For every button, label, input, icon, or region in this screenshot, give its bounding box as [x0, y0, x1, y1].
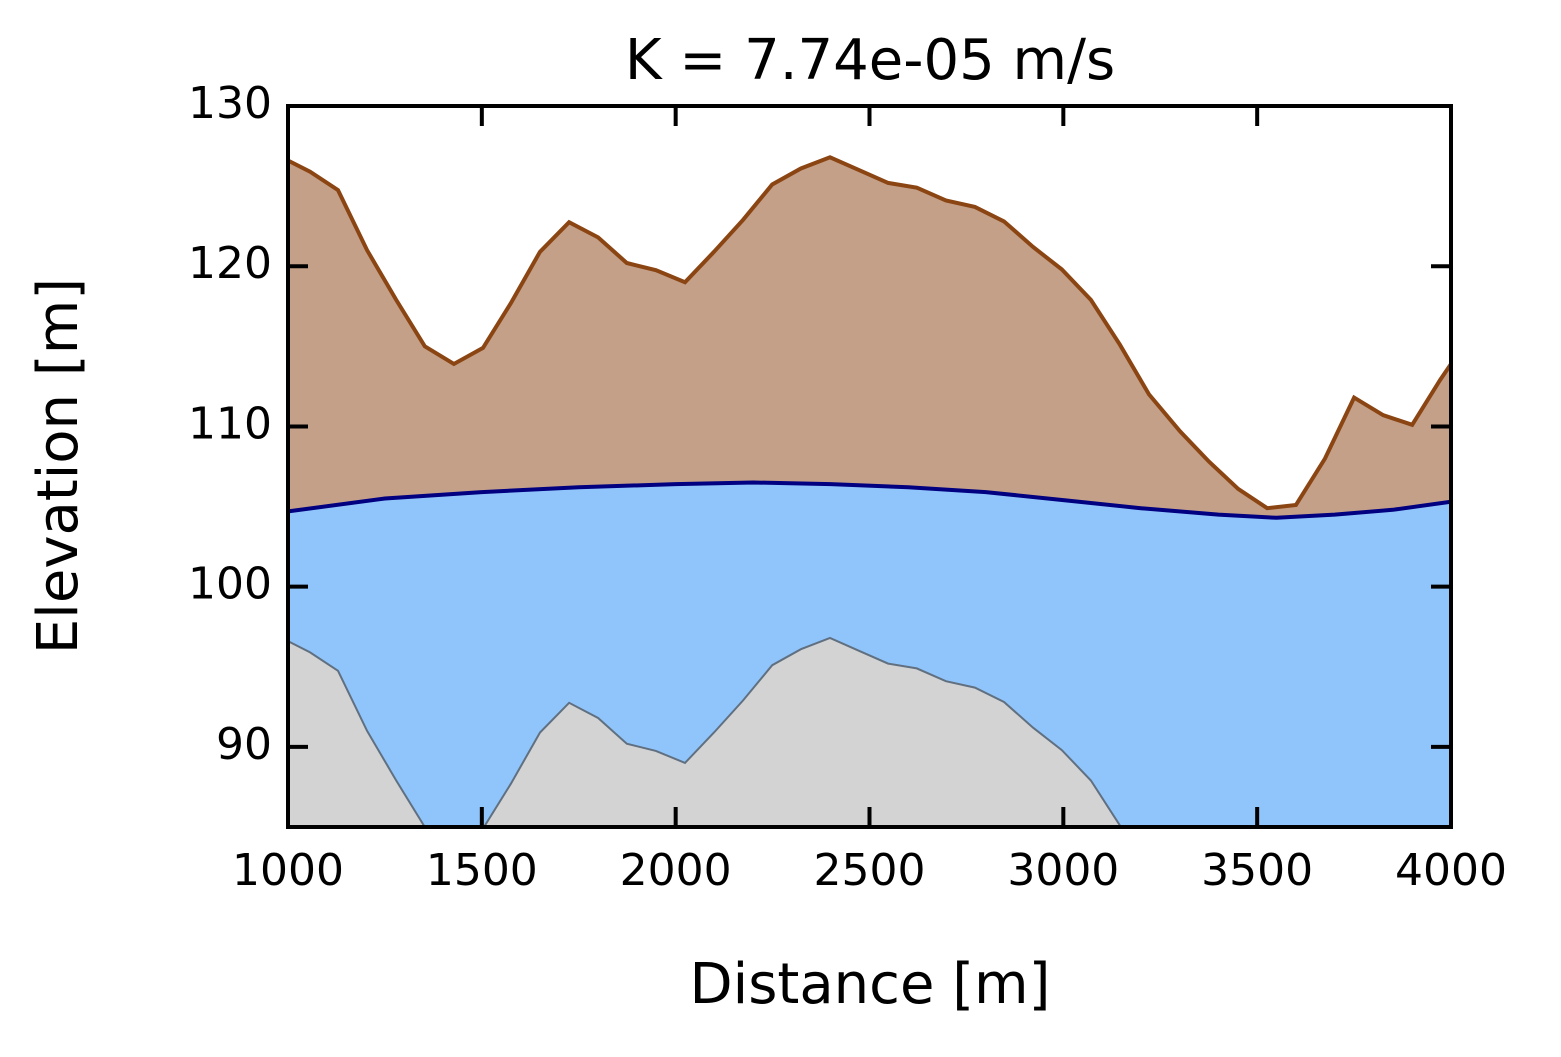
y-tick-label: 90: [216, 719, 272, 770]
x-tick-label: 1500: [426, 845, 538, 896]
x-tick-label: 3500: [1201, 845, 1313, 896]
y-tick-label: 120: [188, 238, 272, 289]
series-line: [288, 480, 1451, 520]
y-tick-label: 100: [188, 559, 272, 610]
x-axis-label: Distance [m]: [690, 952, 1051, 1017]
area-fill: [288, 637, 1121, 827]
x-tick-label: 1000: [232, 845, 344, 896]
series-line: [288, 636, 1122, 827]
y-tick-label: 130: [188, 78, 272, 129]
series-line: [288, 155, 1451, 511]
plot-area: [288, 155, 1451, 827]
axes: 1000 1500 2000 2500 3000 3500 4000 90 100 110 120 1…: [188, 78, 1507, 896]
chart-title: K = 7.74e-05 m/s: [625, 28, 1115, 93]
x-tick-label: 2500: [814, 845, 926, 896]
x-tick-label: 2000: [620, 845, 732, 896]
y-axis-label: Elevation [m]: [26, 278, 91, 654]
x-tick-label: 3000: [1007, 845, 1119, 896]
x-tick-label: 4000: [1395, 845, 1507, 896]
y-tick-label: 110: [188, 398, 272, 449]
